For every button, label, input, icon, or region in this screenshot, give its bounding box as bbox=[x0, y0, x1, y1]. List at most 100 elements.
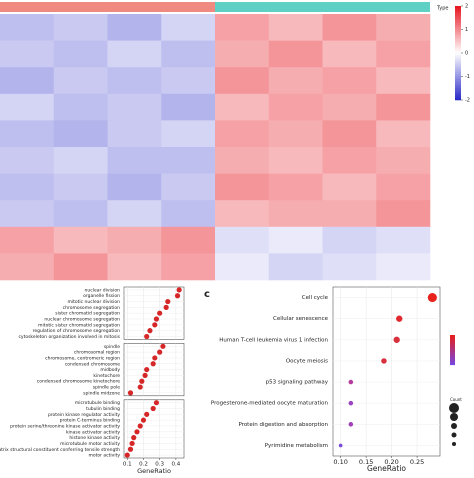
dot bbox=[153, 400, 160, 406]
dot bbox=[131, 435, 137, 441]
heat-cell bbox=[161, 67, 216, 95]
panel bbox=[332, 286, 441, 457]
x-tick-label: 0.15 bbox=[359, 458, 373, 466]
color-scale bbox=[455, 71, 461, 75]
color-scale bbox=[455, 29, 461, 33]
heat-cell bbox=[215, 120, 270, 148]
heat-cell bbox=[161, 226, 216, 254]
y-tick-label: Protein digestion and absorption bbox=[238, 422, 328, 428]
color-scale bbox=[455, 67, 461, 70]
heat-cell bbox=[161, 14, 216, 41]
heat-cell bbox=[0, 40, 55, 68]
heat-cell bbox=[107, 200, 162, 228]
y-tick-label: Cell cycle bbox=[302, 295, 329, 301]
y-tick-label: spindle pole bbox=[93, 385, 120, 391]
legend-color bbox=[450, 338, 455, 340]
heat-cell bbox=[53, 253, 108, 281]
y-tick-label: Progesterone-mediated oocyte maturation bbox=[211, 401, 329, 407]
legend-color bbox=[450, 356, 455, 358]
heat-cell bbox=[322, 226, 377, 254]
y-tick-label: Oocyte meiosis bbox=[286, 358, 328, 364]
color-scale bbox=[455, 83, 461, 87]
y-tick-label: condensed chromosome bbox=[65, 361, 120, 367]
y-tick-label: midbody bbox=[100, 367, 120, 373]
heat-cell bbox=[376, 120, 431, 148]
color-scale bbox=[455, 27, 461, 30]
heat-cell bbox=[53, 120, 108, 148]
heat-cell bbox=[107, 173, 162, 201]
heat-cell bbox=[376, 40, 431, 68]
dot bbox=[137, 384, 143, 390]
legend-color bbox=[450, 360, 455, 363]
dot bbox=[137, 423, 143, 429]
dot bbox=[393, 336, 400, 343]
legend-title: Type bbox=[436, 6, 448, 12]
y-tick-label: nuclear division bbox=[85, 287, 121, 293]
heat-cell bbox=[53, 93, 108, 121]
heat-cell bbox=[161, 120, 216, 148]
heat-cell bbox=[322, 67, 377, 95]
panel-label: c bbox=[204, 289, 210, 300]
y-tick-label: sister chromatid segregation bbox=[55, 311, 120, 317]
color-scale bbox=[455, 15, 461, 19]
heat-cell bbox=[215, 200, 270, 228]
legend-color bbox=[450, 351, 455, 354]
heat-cell bbox=[0, 93, 55, 121]
y-tick-label: spindle bbox=[104, 344, 120, 350]
color-scale bbox=[455, 13, 461, 16]
heat-cell bbox=[322, 147, 377, 174]
dot bbox=[152, 355, 158, 361]
heat-cell bbox=[0, 67, 55, 95]
y-tick-label: extracellular matrix structural constitu… bbox=[0, 447, 120, 453]
heat-cell bbox=[322, 40, 377, 68]
legend-dot bbox=[451, 423, 457, 429]
color-scale bbox=[455, 10, 461, 14]
heat-cell bbox=[53, 200, 108, 228]
color-scale bbox=[455, 41, 461, 44]
color-scale bbox=[455, 92, 461, 96]
heat-cell bbox=[322, 14, 377, 41]
heat-cell bbox=[107, 253, 162, 281]
heat-cell bbox=[0, 147, 55, 174]
color-scale bbox=[455, 64, 461, 68]
legend-color bbox=[450, 345, 455, 348]
color-scale bbox=[455, 34, 461, 37]
heat-cell bbox=[215, 147, 270, 174]
dot bbox=[160, 343, 166, 349]
heat-cell bbox=[215, 226, 270, 254]
y-tick-label: motor activity bbox=[88, 453, 120, 459]
y-tick-label: cytoskeleton organization involved in mi… bbox=[18, 334, 120, 340]
color-scale bbox=[455, 22, 461, 26]
heat-cell bbox=[53, 226, 108, 254]
color-scale bbox=[455, 8, 461, 11]
heat-cell bbox=[268, 14, 323, 41]
dot bbox=[139, 378, 145, 384]
type-bar bbox=[215, 2, 430, 12]
dot bbox=[348, 379, 354, 385]
legend-dot bbox=[450, 413, 458, 421]
dot bbox=[396, 315, 403, 322]
y-tick-label: chromosome segregation bbox=[63, 305, 121, 311]
y-tick-label: Cellular senescence bbox=[273, 316, 329, 322]
heat-cell bbox=[322, 120, 377, 148]
dot bbox=[140, 417, 147, 423]
dot bbox=[153, 316, 160, 322]
legend-color bbox=[450, 335, 455, 337]
y-tick-label: organelle fission bbox=[83, 293, 120, 299]
heat-cell bbox=[268, 67, 323, 95]
y-tick-label: histone kinase activity bbox=[69, 435, 120, 441]
dot bbox=[157, 349, 163, 355]
color-scale bbox=[455, 97, 461, 101]
legend-dot bbox=[452, 442, 456, 446]
y-tick-label: protein kinase regulator activity bbox=[48, 412, 120, 418]
y-tick-label: protein C-terminus binding bbox=[60, 418, 121, 424]
heat-cell bbox=[215, 173, 270, 201]
x-axis-label: GeneRatio bbox=[137, 467, 171, 474]
heat-cell bbox=[0, 226, 55, 254]
x-tick-label: 0.10 bbox=[333, 458, 347, 466]
x-tick-label: 0.25 bbox=[410, 458, 424, 466]
dot bbox=[165, 298, 171, 305]
heat-cell bbox=[161, 253, 216, 281]
color-scale bbox=[455, 53, 461, 56]
heat-cell bbox=[268, 120, 323, 148]
